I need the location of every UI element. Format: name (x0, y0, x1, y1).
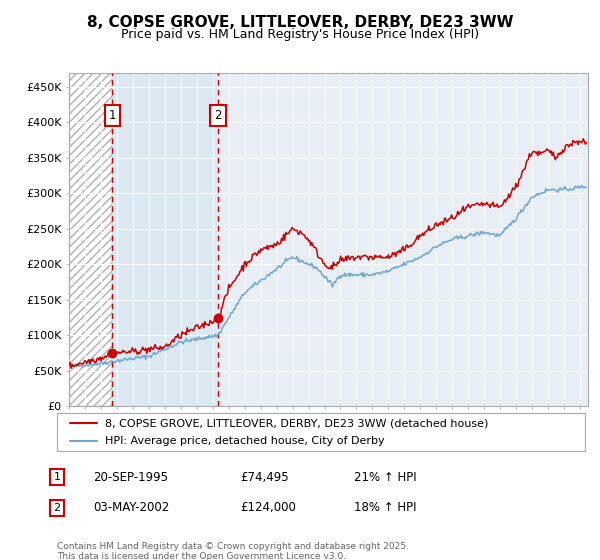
Bar (69, 73, 112, 406)
Bar (69, 73, 112, 406)
Text: HPI: Average price, detached house, City of Derby: HPI: Average price, detached house, City… (104, 436, 384, 446)
Text: 2: 2 (53, 503, 61, 513)
Text: 8, COPSE GROVE, LITTLEOVER, DERBY, DE23 3WW (detached house): 8, COPSE GROVE, LITTLEOVER, DERBY, DE23 … (104, 418, 488, 428)
Text: 03-MAY-2002: 03-MAY-2002 (93, 501, 169, 515)
Bar (112, 73, 218, 406)
Text: 18% ↑ HPI: 18% ↑ HPI (354, 501, 416, 515)
Text: 21% ↑ HPI: 21% ↑ HPI (354, 470, 416, 484)
Text: 1: 1 (53, 472, 61, 482)
Text: 1: 1 (109, 109, 116, 122)
Text: 8, COPSE GROVE, LITTLEOVER, DERBY, DE23 3WW: 8, COPSE GROVE, LITTLEOVER, DERBY, DE23 … (87, 15, 513, 30)
Text: Price paid vs. HM Land Registry's House Price Index (HPI): Price paid vs. HM Land Registry's House … (121, 28, 479, 41)
Text: Contains HM Land Registry data © Crown copyright and database right 2025.
This d: Contains HM Land Registry data © Crown c… (57, 542, 409, 560)
Text: 20-SEP-1995: 20-SEP-1995 (93, 470, 168, 484)
Text: £124,000: £124,000 (240, 501, 296, 515)
Text: 2: 2 (214, 109, 222, 122)
Text: £74,495: £74,495 (240, 470, 289, 484)
